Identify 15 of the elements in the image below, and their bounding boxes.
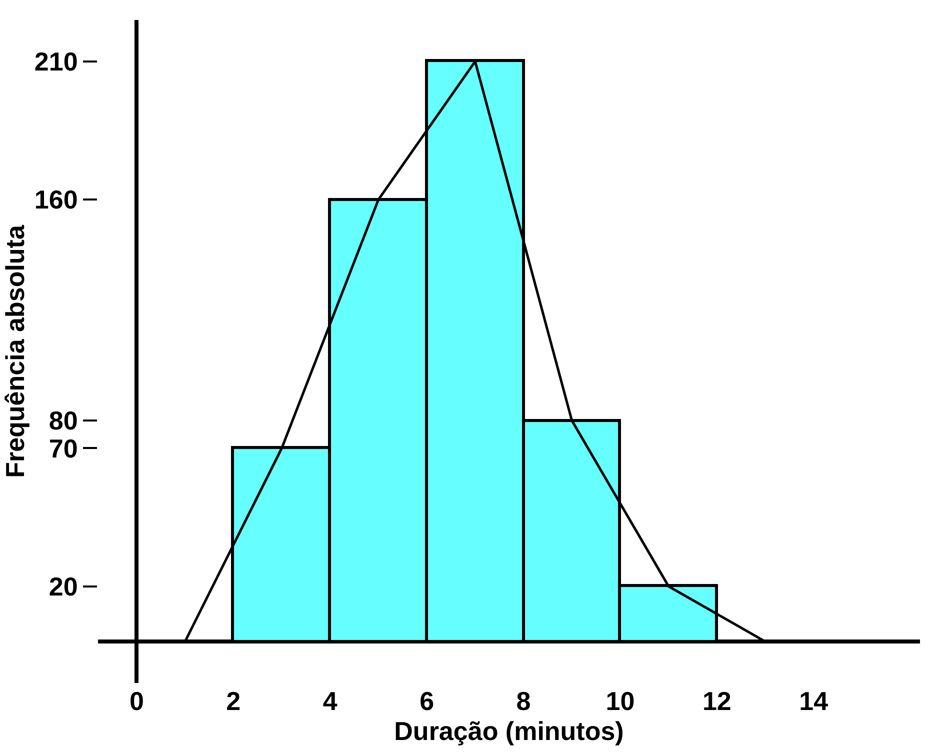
x-tick-label: 6	[420, 686, 434, 716]
x-tick-label: 14	[799, 686, 829, 716]
y-tick-label: 20	[48, 571, 78, 602]
x-tick-label: 4	[322, 686, 338, 716]
y-tick-label: 210	[34, 46, 78, 77]
y-tick-label: 70	[48, 433, 78, 464]
x-tick-label: 8	[516, 686, 531, 716]
x-tick-label: 12	[702, 686, 732, 716]
y-axis-title: Frequência absoluta	[0, 224, 30, 478]
y-tick-label: 160	[34, 184, 78, 215]
x-tick-label: 0	[129, 686, 144, 716]
x-tick-label: 10	[606, 686, 635, 716]
y-tick-label: 80	[48, 406, 78, 436]
x-tick-label: 2	[226, 686, 241, 716]
x-axis-title: Duração (minutos)	[394, 716, 624, 746]
